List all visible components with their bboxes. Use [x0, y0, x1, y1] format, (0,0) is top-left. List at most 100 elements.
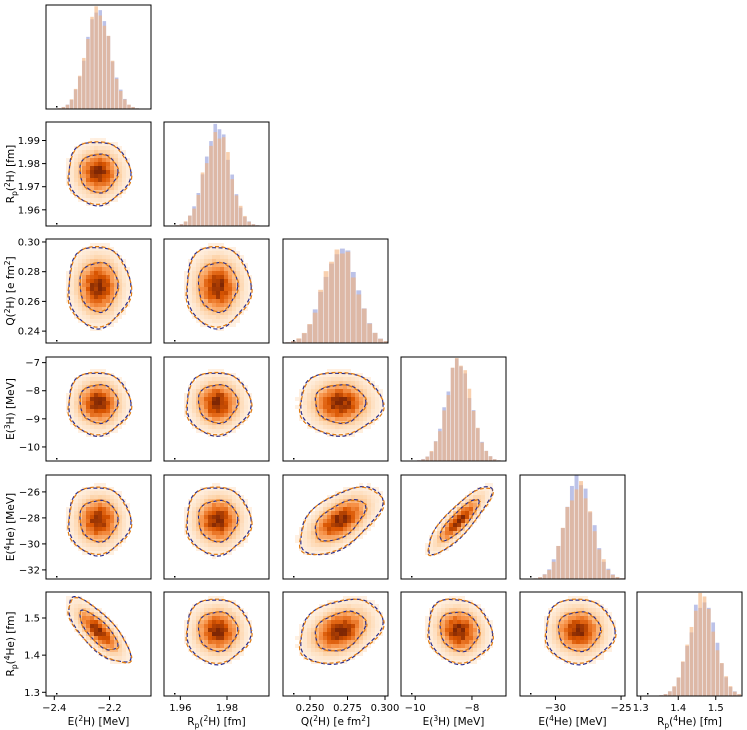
- panel-E4He-vs-Q2H: [295, 483, 385, 556]
- hist-bar-E3H-s1-11: [463, 370, 468, 461]
- hist-bar-Rp2H-s1-16: [243, 215, 247, 226]
- panel-Rp4He-vs-E2H: [66, 595, 133, 664]
- ytick-label-Rp2H-0: 1.96: [18, 205, 40, 216]
- hist-bar-E2H-s1-2: [65, 104, 70, 109]
- hist-bar-Rp4He-s1-12: [711, 631, 716, 696]
- contour-Rp4He-vs-E2H-s1-l1: [67, 596, 133, 664]
- hist-bar-E2H-s1-11: [102, 25, 107, 109]
- panel-E3H-vs-Rp2H: [184, 369, 253, 437]
- hist-bar-Rp2H-s1-15: [238, 205, 243, 226]
- ytick-label-E3H-1: −9: [25, 414, 40, 425]
- xtick-label-Q2H-1: 0.275: [333, 703, 362, 714]
- frame-E3H-vs-E3H: [400, 356, 507, 462]
- frame-E3H-vs-Q2H: [282, 356, 389, 462]
- hist-bar-E2H-s1-13: [110, 60, 115, 109]
- frame-Rp4He-vs-Rp2H: [163, 591, 270, 697]
- hist-bar-Q2H-s1-6: [318, 289, 324, 343]
- hist-bar-E3H-s1-12: [467, 388, 472, 461]
- contour-Q2H-vs-E2H-s1-l1: [67, 246, 133, 328]
- hist-bar-Q2H-s1-13: [356, 294, 362, 343]
- hist-bar-Rp2H-s1-11: [221, 137, 226, 226]
- frame-E3H-vs-E2H: [45, 356, 152, 462]
- hist-bar-Rp4He-s1-4: [676, 677, 681, 696]
- ytick-label-E4He-1: −30: [19, 539, 40, 550]
- contour-E4He-vs-Rp2H-s1-l1: [185, 486, 253, 556]
- xtick-label-E4He-0: −30: [545, 703, 566, 714]
- contour-Rp4He-vs-Q2H-s1-l0: [315, 611, 368, 652]
- hist-bar-Q2H-s1-5: [312, 312, 318, 343]
- ytick-label-Q2H-0: 0.24: [18, 327, 40, 338]
- hist-bar-E4He-s1-8: [569, 500, 574, 579]
- contour-Rp4He-vs-E4He-s0-l0: [557, 611, 602, 653]
- contour-E4He-vs-E3H-s1-l1: [427, 487, 495, 557]
- ytick-label-Rp4He-0: 1.3: [24, 688, 40, 699]
- xtick-label-E2H-1: −2.2: [97, 703, 121, 714]
- hist-bar-Rp4He-s1-9: [698, 592, 703, 696]
- hist-bar-Q2H-s1-7: [323, 271, 329, 343]
- hist-bar-E3H-s1-16: [484, 450, 489, 461]
- frame-Q2H-vs-E2H: [45, 238, 152, 344]
- xlabel-Rp4He: Rp(4He) [fm]: [657, 714, 722, 730]
- hist-bar-E2H-s1-18: [131, 106, 135, 109]
- panel-Q2H-vs-Rp2H: [184, 243, 253, 331]
- hist-bar-Q2H-s1-4: [307, 324, 313, 343]
- frame-Q2H-vs-Q2H: [282, 238, 389, 344]
- hist-bar-E4He-s1-12: [588, 511, 593, 579]
- contour-Rp4He-vs-E3H-s1-l0: [439, 611, 481, 652]
- frame-E4He-vs-Rp2H: [163, 474, 270, 580]
- hist-bar-E2H-s1-9: [94, 6, 98, 109]
- hist-bar-Rp4He-s1-6: [685, 644, 690, 696]
- panel-Rp4He-vs-Q2H: [295, 596, 385, 666]
- contour-E3H-vs-E2H-s1-l1: [67, 371, 133, 436]
- contour-Q2H-vs-Rp2H-s1-l1: [185, 246, 253, 328]
- hist-bar-Rp2H-s1-1: [179, 224, 184, 226]
- frame-Rp4He-vs-E2H: [45, 591, 152, 697]
- ytick-label-E3H-0: −10: [19, 442, 40, 453]
- ylabel-Rp2H: Rp(2H) [fm]: [3, 145, 19, 203]
- contour-Rp4He-vs-E4He-s1-l0: [558, 611, 603, 652]
- xtick-label-E2H-0: −2.4: [42, 703, 66, 714]
- hist-bar-Rp2H-s1-12: [226, 152, 230, 226]
- contour-E3H-vs-Rp2H-s0-l0: [197, 384, 239, 425]
- xlabel-E3H: E(3H) [MeV]: [423, 714, 485, 728]
- hist-bar-E4He-s1-9: [574, 489, 579, 579]
- ylabel-Rp4He: Rp(4He) [fm]: [3, 612, 19, 677]
- xtick-label-E4He-1: −25: [611, 703, 632, 714]
- hist-bar-Rp2H-s1-13: [230, 179, 235, 226]
- panel-Rp4He-vs-Rp4He: [659, 592, 742, 696]
- contour-E3H-vs-E2H-s1-l0: [79, 384, 120, 424]
- frame-E4He-vs-E2H: [45, 474, 152, 580]
- hist-bar-Q2H-s0-19: [389, 342, 394, 343]
- panel-E4He-vs-E4He: [533, 475, 624, 579]
- contour-E4He-vs-E2H-s0-l1: [68, 487, 132, 557]
- xtick-label-Q2H-0: 0.250: [296, 703, 325, 714]
- hist-bar-E4He-s1-4: [551, 561, 556, 579]
- contour-Rp4He-vs-Q2H-s1-l1: [298, 598, 385, 664]
- hist-bar-E4He-s1-7: [565, 506, 570, 579]
- hist-bar-Rp4He-s1-1: [663, 694, 668, 696]
- panel-Rp4He-vs-E3H: [425, 596, 495, 666]
- hist-bar-Rp4He-s1-15: [724, 676, 729, 696]
- frame-E2H-vs-E2H: [45, 4, 152, 110]
- hist-bar-E4He-s1-5: [556, 545, 561, 579]
- contour-Q2H-vs-Rp2H-s1-l0: [198, 261, 240, 313]
- frame-Q2H-vs-Rp2H: [163, 238, 270, 344]
- hist-bar-E2H-s1-3: [69, 99, 74, 109]
- hist-bar-E4He-s1-18: [615, 576, 620, 579]
- ytick-label-Q2H-1: 0.26: [18, 297, 40, 308]
- ytick-label-Rp4He-1: 1.4: [24, 651, 40, 662]
- hist-bar-Rp4He-s1-8: [693, 610, 698, 696]
- hist-bar-E2H-s1-17: [127, 104, 131, 109]
- contour-E3H-vs-Q2H-s1-l1: [298, 371, 385, 436]
- hist-bar-Rp2H-s1-5: [196, 194, 201, 226]
- contour-E3H-vs-Rp2H-s1-l0: [198, 384, 240, 424]
- hist-bar-Q2H-s1-16: [372, 332, 378, 343]
- contour-Rp4He-vs-E2H-s0-l0: [79, 609, 119, 651]
- contour-E3H-vs-Rp2H-s1-l1: [185, 371, 253, 436]
- contour-Rp2H-vs-E2H-s1-l1: [67, 141, 133, 206]
- hist-bar-Rp2H-s1-18: [251, 224, 256, 226]
- ytick-label-Rp2H-3: 1.99: [18, 136, 40, 147]
- hist-bar-E4He-s1-15: [601, 559, 606, 579]
- frame-Rp2H-vs-Rp2H: [163, 121, 270, 227]
- xtick-label-Rp2H-0: 1.96: [169, 703, 191, 714]
